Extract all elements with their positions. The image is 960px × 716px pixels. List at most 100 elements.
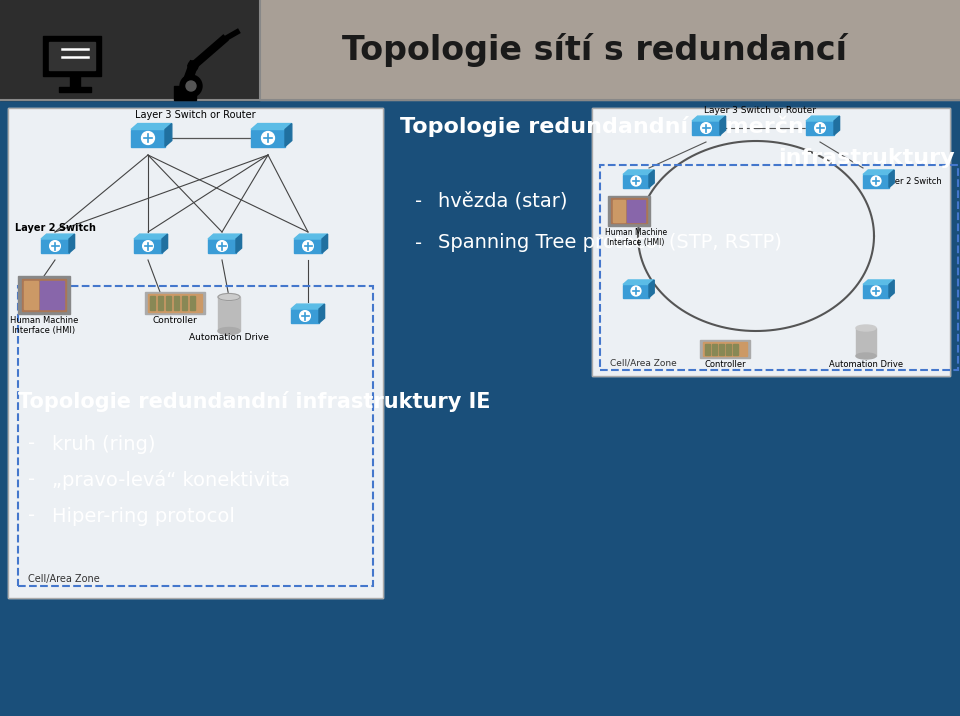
Bar [700, 340, 750, 358]
Circle shape [871, 176, 881, 186]
Bar [150, 296, 155, 310]
Bar [611, 198, 647, 223]
Bar [251, 130, 285, 147]
Bar [145, 292, 205, 314]
Bar [600, 165, 958, 370]
Circle shape [143, 241, 154, 251]
Bar [592, 108, 950, 376]
Bar [218, 297, 240, 331]
Bar [148, 294, 202, 312]
Bar [134, 239, 162, 253]
Text: Topologie sítí s redundancí: Topologie sítí s redundancí [343, 33, 848, 67]
Text: Topologie redundandní infrastruktury IE: Topologie redundandní infrastruktury IE [18, 390, 491, 412]
Polygon shape [834, 116, 840, 135]
Circle shape [186, 81, 196, 91]
Polygon shape [720, 116, 726, 135]
Bar [22, 279, 66, 311]
Text: Automation Drive: Automation Drive [828, 360, 903, 369]
Bar [70, 74, 80, 89]
Ellipse shape [856, 353, 876, 359]
Circle shape [180, 75, 202, 97]
Bar [158, 296, 163, 310]
Bar [24, 281, 38, 309]
Bar [182, 296, 187, 310]
Bar [613, 200, 625, 222]
Ellipse shape [218, 294, 240, 301]
Polygon shape [291, 304, 324, 309]
Text: Human Machine
Interface (HMI): Human Machine Interface (HMI) [605, 228, 667, 248]
Text: Layer 2 Switch: Layer 2 Switch [15, 223, 96, 233]
Ellipse shape [218, 327, 240, 334]
Circle shape [300, 311, 310, 321]
Circle shape [631, 176, 641, 186]
Bar [174, 296, 179, 310]
Bar [705, 344, 710, 355]
Bar [291, 309, 319, 323]
Polygon shape [131, 124, 172, 130]
Polygon shape [889, 170, 894, 188]
Bar [260, 0, 960, 100]
Text: -: - [415, 191, 422, 211]
Bar [8, 108, 383, 598]
Circle shape [815, 122, 826, 133]
Bar [0, 0, 260, 100]
Polygon shape [162, 234, 168, 253]
Ellipse shape [856, 325, 876, 331]
Text: Cell/Area Zone: Cell/Area Zone [610, 359, 677, 368]
Bar [208, 239, 236, 253]
Circle shape [261, 132, 275, 145]
Bar [703, 342, 747, 356]
Polygon shape [889, 280, 894, 298]
Circle shape [302, 241, 313, 251]
Bar [712, 344, 717, 355]
Polygon shape [208, 234, 242, 239]
Bar [59, 87, 91, 92]
Text: hvězda (star): hvězda (star) [438, 191, 567, 211]
Polygon shape [41, 234, 75, 239]
Bar [43, 36, 101, 76]
Text: Cell/Area Zone: Cell/Area Zone [28, 574, 100, 584]
Text: Topologie redundandní komerční: Topologie redundandní komerční [400, 115, 811, 137]
Bar [166, 296, 171, 310]
Polygon shape [692, 116, 726, 121]
Polygon shape [649, 280, 654, 298]
Circle shape [701, 122, 711, 133]
Text: Layer 3 Switch or Router: Layer 3 Switch or Router [134, 110, 255, 120]
Bar [608, 196, 650, 226]
Circle shape [141, 132, 155, 145]
Bar [692, 121, 720, 135]
Text: kruh (ring): kruh (ring) [52, 435, 156, 453]
Bar [40, 281, 64, 309]
Bar [863, 175, 889, 188]
Text: Hiper-ring protocol: Hiper-ring protocol [52, 506, 235, 526]
Circle shape [217, 241, 228, 251]
Bar [806, 121, 834, 135]
Bar [174, 86, 196, 100]
Bar [18, 286, 373, 586]
Bar [726, 344, 731, 355]
Polygon shape [285, 124, 292, 147]
Text: Spanning Tree protocol (STP, RSTP): Spanning Tree protocol (STP, RSTP) [438, 233, 781, 253]
Bar [733, 344, 738, 355]
Bar [41, 239, 69, 253]
Circle shape [188, 61, 198, 71]
Text: -: - [28, 435, 36, 453]
Bar [8, 108, 383, 598]
Text: -: - [28, 470, 36, 490]
Polygon shape [623, 280, 654, 284]
Bar [592, 108, 950, 376]
Text: Controller: Controller [705, 360, 746, 369]
Polygon shape [69, 234, 75, 253]
Polygon shape [319, 304, 324, 323]
Text: Controller: Controller [153, 316, 198, 325]
Polygon shape [251, 124, 292, 130]
Text: -: - [28, 506, 36, 526]
Polygon shape [649, 170, 654, 188]
Bar [623, 284, 649, 298]
Bar [190, 296, 195, 310]
Text: Automation Drive: Automation Drive [189, 333, 269, 342]
Circle shape [871, 286, 881, 296]
Circle shape [50, 241, 60, 251]
Polygon shape [294, 234, 327, 239]
Text: „pravo-levá“ konektivita: „pravo-levá“ konektivita [52, 470, 290, 490]
